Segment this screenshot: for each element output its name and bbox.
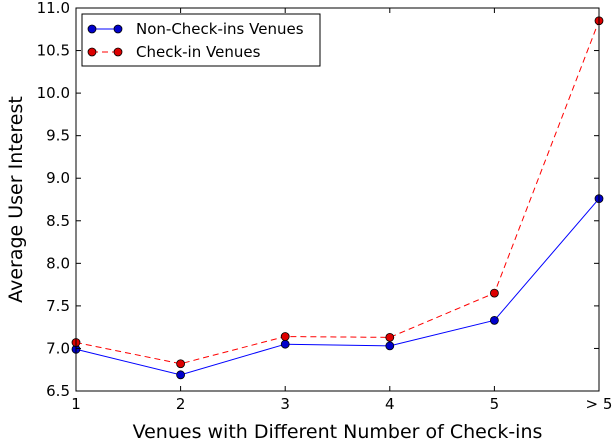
data-point xyxy=(489,315,499,325)
data-point xyxy=(176,370,186,380)
y-tick-label: 6.5 xyxy=(46,382,70,400)
x-tick-label: > 5 xyxy=(586,395,612,413)
y-tick-label: 11.0 xyxy=(37,0,70,17)
y-axis-title: Average User Interest xyxy=(5,96,27,303)
y-tick-label: 10.5 xyxy=(37,42,70,60)
data-point xyxy=(280,332,290,341)
x-tick-label: 2 xyxy=(176,395,186,413)
x-axis-title: Venues with Different Number of Check-in… xyxy=(133,421,543,443)
data-point xyxy=(385,341,395,351)
data-point xyxy=(280,339,290,349)
series-line xyxy=(75,20,600,365)
x-tick-label: 3 xyxy=(280,395,290,413)
legend-marker-check-in xyxy=(87,47,97,57)
y-tick-label: 9.5 xyxy=(46,127,70,145)
legend-marker-non-check-ins xyxy=(87,24,97,34)
y-tick-label: 7.5 xyxy=(46,297,70,315)
legend-label-non-check-ins: Non-Check-ins Venues xyxy=(136,20,304,38)
legend-box xyxy=(81,13,321,67)
plot-frame xyxy=(75,7,600,392)
legend-entry-non-check-ins: Non-Check-ins Venues xyxy=(87,20,304,38)
x-tick-label: 5 xyxy=(490,395,500,413)
legend: Non-Check-ins Venues Check-in Venues xyxy=(81,13,321,67)
y-tick-label: 7.0 xyxy=(46,339,70,357)
axis-ticks: 1 2 3 4 5 > 5 6.5 7.0 7.5 8.0 8.5 9.0 9.5 10.0 10.5 11.… xyxy=(37,0,612,413)
data-point xyxy=(489,288,499,298)
series-line xyxy=(75,198,600,376)
data-point xyxy=(176,359,186,369)
data-point xyxy=(385,332,395,342)
x-tick-label: 4 xyxy=(385,395,395,413)
y-tick-label: 10.0 xyxy=(37,84,70,102)
y-tick-label: 8.5 xyxy=(46,212,70,230)
legend-label-check-in: Check-in Venues xyxy=(136,43,261,61)
y-tick-label: 8.0 xyxy=(46,254,70,272)
legend-marker-check-in xyxy=(113,47,123,57)
legend-entry-check-in: Check-in Venues xyxy=(87,43,261,61)
x-tick-label: 1 xyxy=(71,395,81,413)
legend-marker-non-check-ins xyxy=(113,24,123,34)
plot-area xyxy=(71,16,604,380)
y-tick-label: 9.0 xyxy=(46,169,70,187)
